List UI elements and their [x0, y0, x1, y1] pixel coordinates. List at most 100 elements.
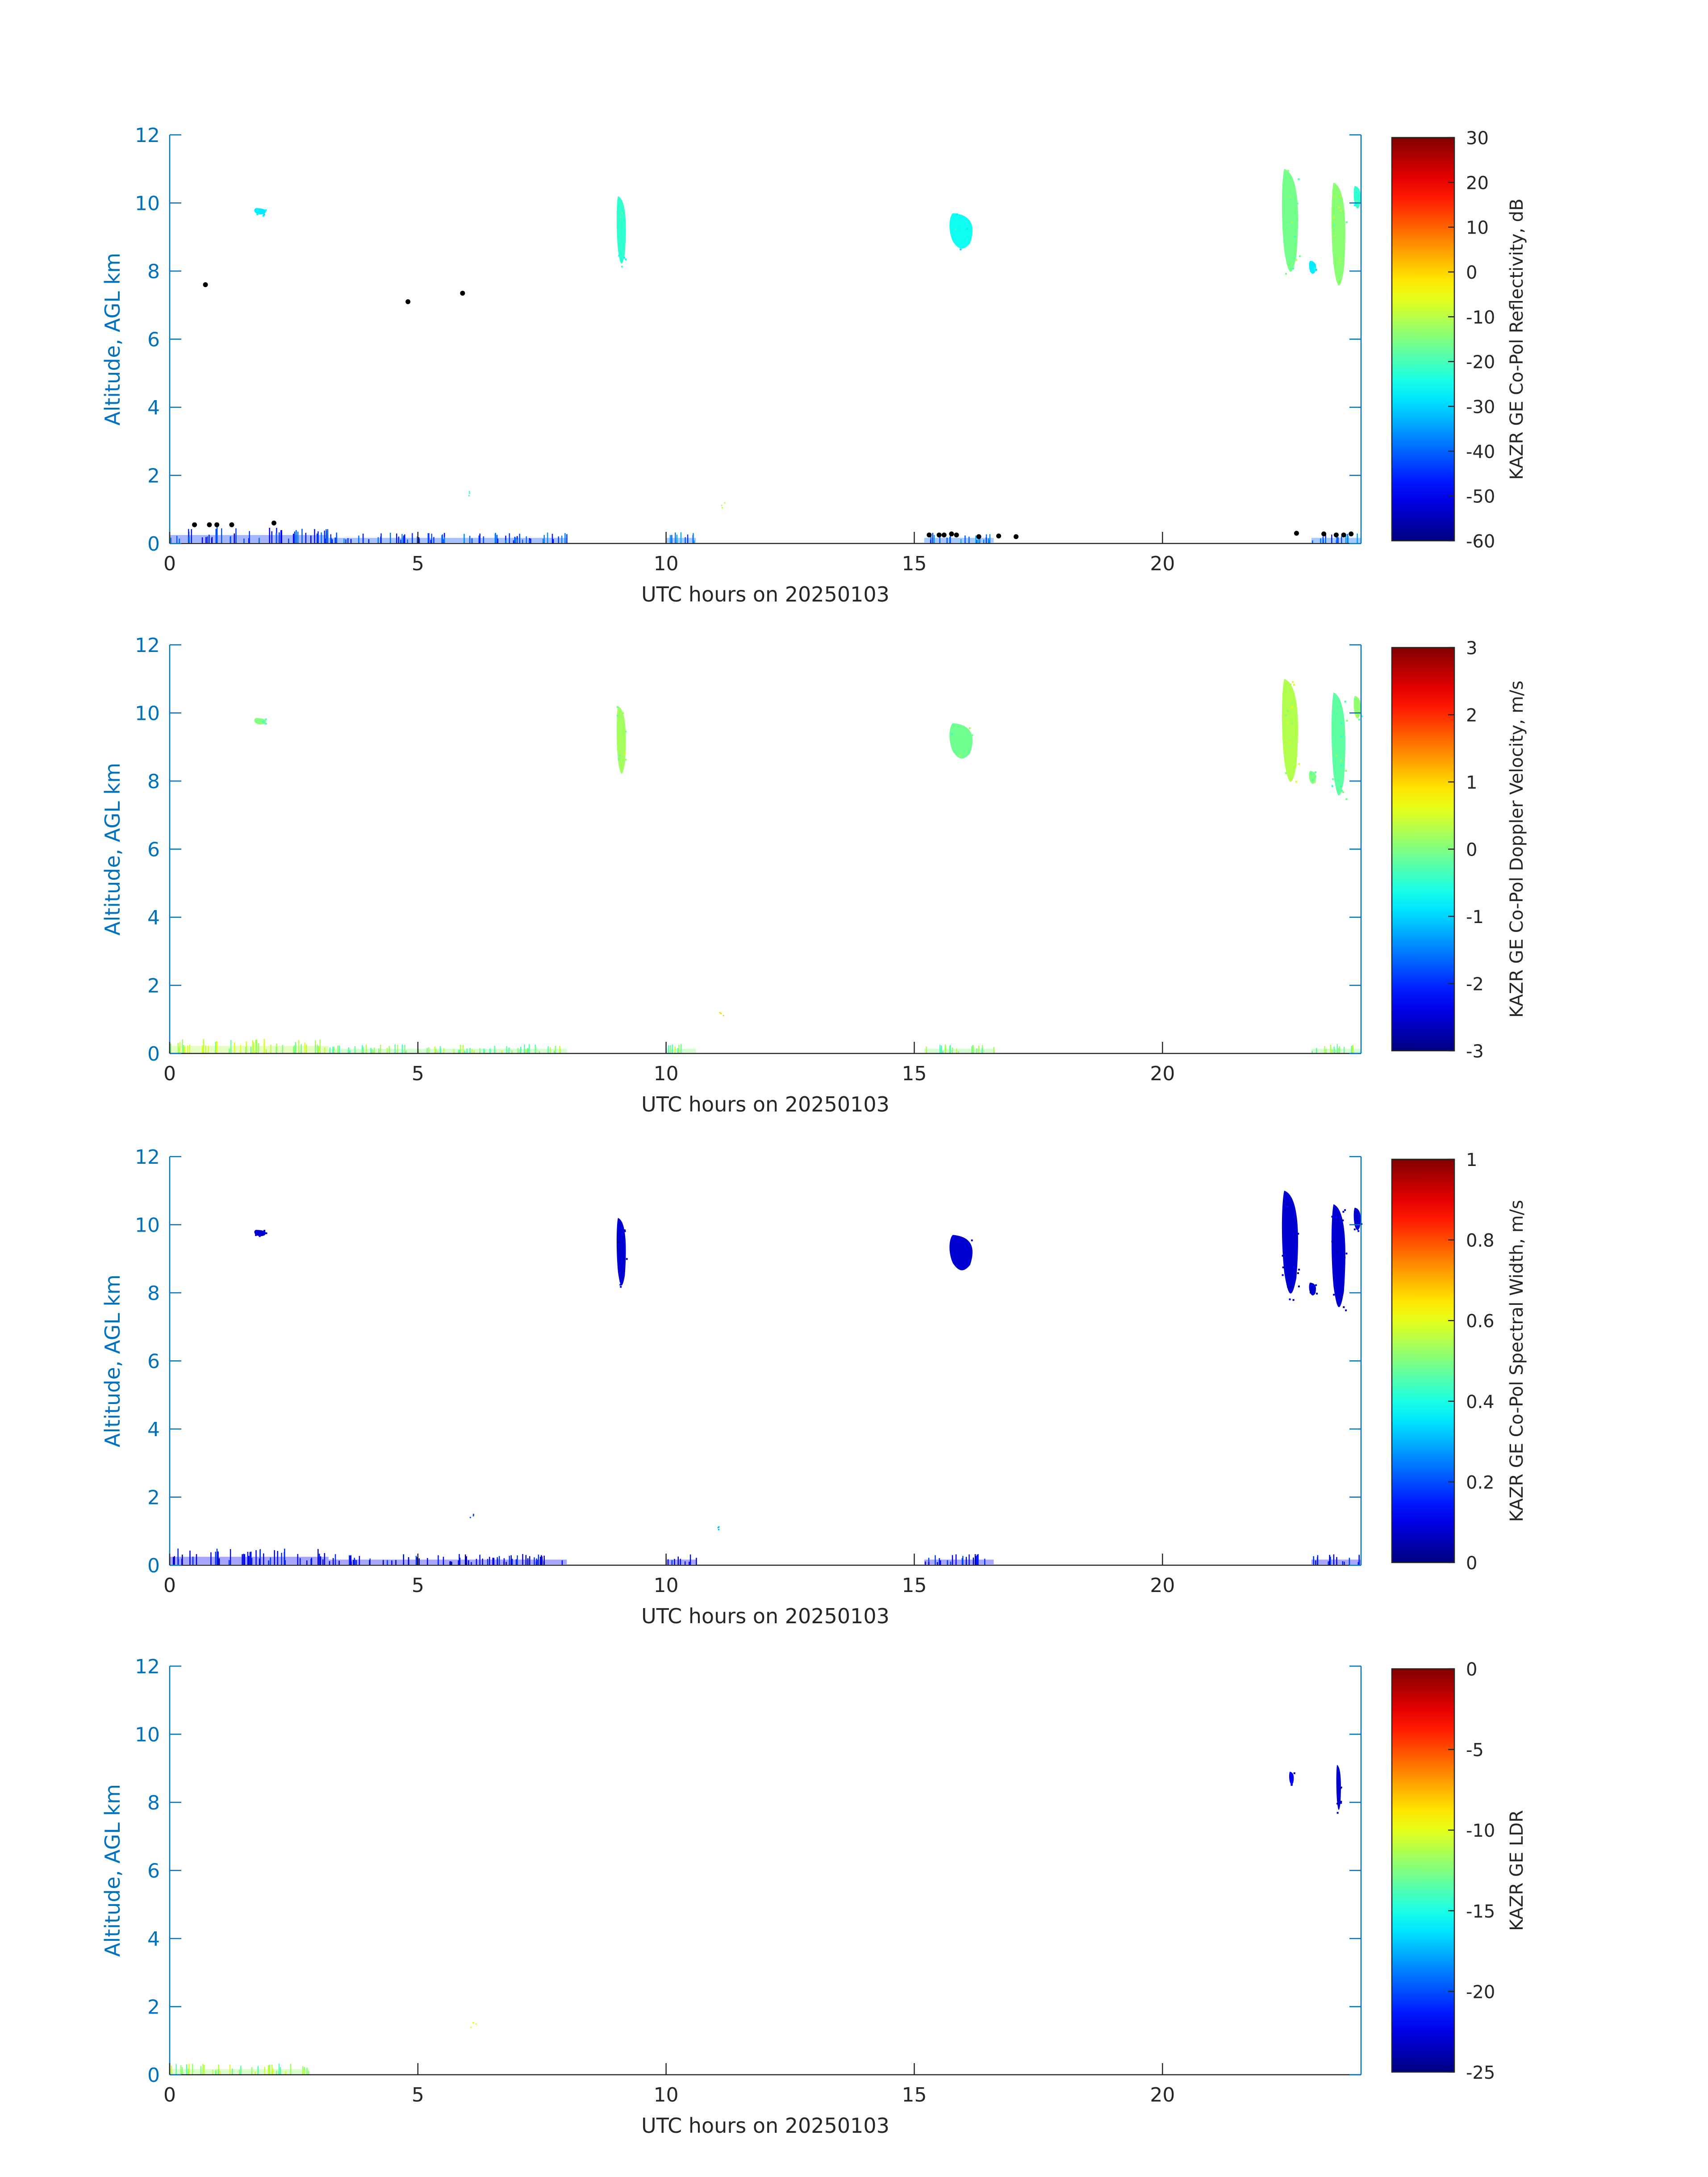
echo-pixel	[952, 1237, 955, 1239]
echo-pixel	[625, 759, 627, 761]
echo-pixel	[952, 222, 954, 225]
echo-pixel	[1315, 269, 1317, 271]
echo-pixel	[1339, 262, 1341, 264]
clutter-streak	[394, 1044, 396, 1053]
clutter-streak	[303, 2070, 305, 2075]
clutter-streak	[1338, 1048, 1339, 1053]
colorbar-tick-label: -25	[1466, 2063, 1495, 2083]
clutter-streak	[484, 1050, 485, 1053]
clutter-streak	[1315, 1560, 1316, 1565]
echo-pixel	[1345, 1252, 1348, 1254]
echo-pixel	[1310, 270, 1312, 272]
clutter-streak	[492, 1558, 494, 1565]
clutter-streak	[524, 1044, 525, 1053]
missing-data-dot	[954, 532, 959, 538]
clutter-streak	[205, 1045, 206, 1053]
clutter-streak	[956, 1049, 957, 1053]
clutter-streak	[343, 539, 345, 543]
clutter-streak	[347, 1050, 349, 1053]
echo-pixel	[1339, 1295, 1341, 1298]
panel-1: 0 2 4 6 8 10 12 0 5 10 15 20 UTC hours on 20250103 Al…	[100, 124, 1527, 606]
clutter-streak	[408, 1559, 409, 1565]
clutter-streak	[281, 1553, 282, 1565]
clutter-streak	[925, 1561, 926, 1565]
clutter-streak	[493, 1558, 495, 1565]
clutter-streak	[680, 1044, 682, 1053]
clutter-streak	[1342, 1561, 1344, 1565]
echo-pixel	[618, 255, 620, 257]
clutter-streak	[301, 1044, 302, 1053]
colorbar-label: KAZR GE Co-Pol Reflectivity, dB	[1507, 199, 1527, 480]
echo-pixel	[1357, 705, 1359, 707]
clutter-streak	[317, 1045, 318, 1053]
clutter-streak	[675, 532, 676, 543]
clutter-streak	[976, 1048, 977, 1053]
clutter-streak	[459, 1557, 461, 1565]
clutter-streak	[246, 1041, 247, 1053]
clutter-streak	[264, 2067, 265, 2075]
missing-data-dot	[1013, 534, 1019, 539]
clutter-streak	[543, 1561, 545, 1565]
clutter-streak	[952, 1047, 953, 1053]
clutter-streak	[1334, 1050, 1336, 1053]
clutter-streak	[1333, 1046, 1335, 1053]
echo-pixel	[1312, 1287, 1314, 1289]
echo-pixel	[1291, 722, 1293, 724]
echo-pixel	[1310, 1291, 1312, 1294]
clutter-streak	[928, 1562, 930, 1565]
echo-pixel	[1315, 771, 1317, 773]
colorbar-tick-label: 0.8	[1466, 1231, 1495, 1251]
clutter-streak	[217, 1557, 218, 1565]
echo-pixel	[1335, 701, 1337, 703]
clutter-streak	[255, 1550, 257, 1565]
clutter-streak	[503, 1561, 505, 1565]
missing-data-dot	[996, 533, 1001, 539]
clutter-streak	[258, 1043, 259, 1053]
clutter-streak	[317, 1549, 319, 1565]
echo-speck	[472, 2022, 474, 2024]
clutter-streak	[973, 1557, 974, 1565]
plot-area	[170, 645, 1361, 1053]
echo-pixel	[1289, 195, 1291, 197]
clutter-streak	[435, 1049, 437, 1053]
echo-pixel	[1290, 1782, 1293, 1784]
clutter-streak	[359, 1556, 360, 1565]
clutter-streak	[290, 2064, 292, 2075]
clutter-streak	[932, 533, 934, 543]
echo-speck	[721, 505, 722, 506]
echo-speck	[469, 492, 471, 494]
x-axis-label: UTC hours on 20250103	[641, 582, 889, 606]
clutter-streak	[211, 537, 213, 543]
echo-pixel	[1295, 728, 1297, 730]
clutter-streak	[293, 1046, 294, 1053]
clutter-streak	[228, 1560, 230, 1565]
clutter-streak	[179, 1042, 181, 1053]
echo-pixel	[966, 228, 969, 230]
clutter-streak	[965, 535, 966, 543]
clutter-streak	[981, 1048, 983, 1053]
clutter-streak	[1325, 1049, 1327, 1053]
clutter-streak	[350, 1555, 351, 1565]
clutter-streak	[337, 1046, 338, 1053]
echo-pixel	[625, 258, 627, 260]
y-tick-label: 12	[135, 124, 160, 147]
colorbar-tick-label: 0.2	[1466, 1472, 1495, 1493]
clutter-streak	[440, 1048, 442, 1053]
echo-speck	[469, 1517, 471, 1518]
clutter-streak	[668, 1045, 669, 1053]
echo-pixel	[954, 229, 956, 231]
echo-pixel	[1353, 698, 1356, 701]
x-tick-label: 5	[412, 552, 424, 575]
echo-pixel	[1336, 1802, 1339, 1805]
y-axis-label: Altitude, AGL km	[100, 763, 125, 936]
clutter-streak	[215, 1042, 216, 1053]
clutter-streak	[326, 529, 327, 543]
plot-area	[170, 1157, 1361, 1565]
y-tick-label: 10	[135, 192, 160, 215]
y-axis-label: Altitude, AGL km	[100, 1274, 125, 1447]
clutter-streak	[538, 1554, 539, 1565]
colorbar-tick-label: -20	[1466, 352, 1495, 373]
echo-pixel	[1340, 760, 1342, 762]
clutter-streak	[305, 1044, 307, 1053]
echo-pixel	[1355, 714, 1357, 716]
